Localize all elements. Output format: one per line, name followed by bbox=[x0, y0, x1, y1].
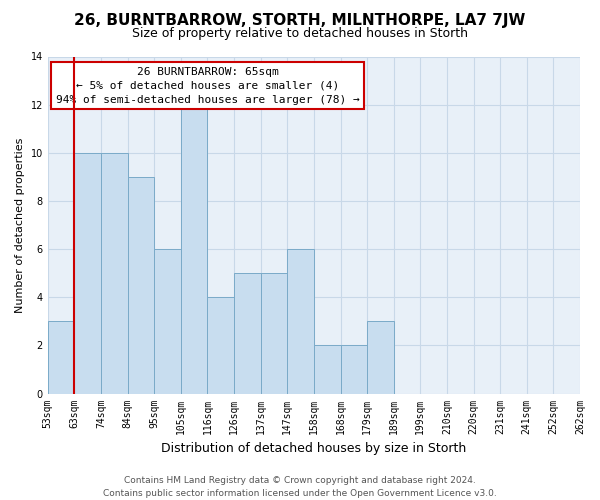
Y-axis label: Number of detached properties: Number of detached properties bbox=[15, 138, 25, 312]
Text: Size of property relative to detached houses in Storth: Size of property relative to detached ho… bbox=[132, 28, 468, 40]
Bar bbox=[128, 177, 154, 394]
Bar bbox=[74, 153, 101, 394]
Bar bbox=[101, 153, 128, 394]
Bar bbox=[260, 273, 287, 394]
Text: 26, BURNTBARROW, STORTH, MILNTHORPE, LA7 7JW: 26, BURNTBARROW, STORTH, MILNTHORPE, LA7… bbox=[74, 12, 526, 28]
Text: Contains HM Land Registry data © Crown copyright and database right 2024.
Contai: Contains HM Land Registry data © Crown c… bbox=[103, 476, 497, 498]
Bar bbox=[208, 298, 234, 394]
Bar bbox=[48, 322, 74, 394]
X-axis label: Distribution of detached houses by size in Storth: Distribution of detached houses by size … bbox=[161, 442, 467, 455]
Text: 26 BURNTBARROW: 65sqm
← 5% of detached houses are smaller (4)
94% of semi-detach: 26 BURNTBARROW: 65sqm ← 5% of detached h… bbox=[56, 66, 359, 104]
Bar bbox=[341, 346, 367, 394]
Bar bbox=[154, 249, 181, 394]
Bar bbox=[367, 322, 394, 394]
Bar bbox=[234, 273, 260, 394]
Bar bbox=[181, 104, 208, 394]
Bar bbox=[314, 346, 341, 394]
Bar bbox=[287, 249, 314, 394]
